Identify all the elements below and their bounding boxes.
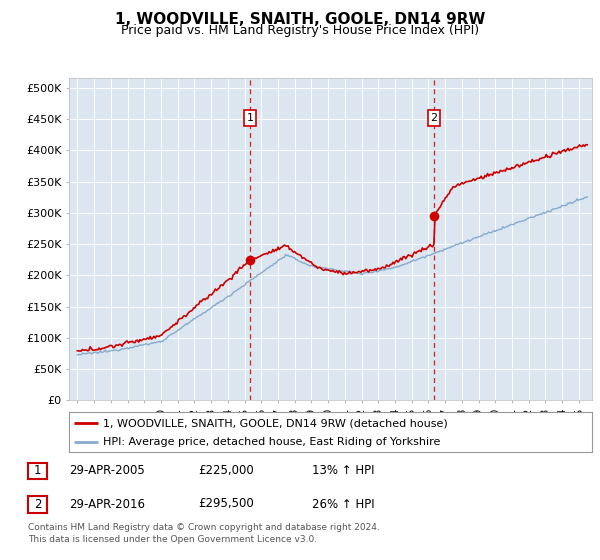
Text: HPI: Average price, detached house, East Riding of Yorkshire: HPI: Average price, detached house, East… [103,437,440,447]
Text: Price paid vs. HM Land Registry's House Price Index (HPI): Price paid vs. HM Land Registry's House … [121,24,479,36]
Text: 1: 1 [247,113,254,123]
Text: 13% ↑ HPI: 13% ↑ HPI [312,464,374,477]
Text: 29-APR-2005: 29-APR-2005 [69,464,145,477]
Text: 2: 2 [34,498,41,511]
Text: 29-APR-2016: 29-APR-2016 [69,497,145,511]
Text: 1, WOODVILLE, SNAITH, GOOLE, DN14 9RW (detached house): 1, WOODVILLE, SNAITH, GOOLE, DN14 9RW (d… [103,418,448,428]
Text: 2: 2 [430,113,437,123]
Text: Contains HM Land Registry data © Crown copyright and database right 2024.: Contains HM Land Registry data © Crown c… [28,523,380,532]
Text: 26% ↑ HPI: 26% ↑ HPI [312,497,374,511]
Text: £295,500: £295,500 [198,497,254,511]
Text: This data is licensed under the Open Government Licence v3.0.: This data is licensed under the Open Gov… [28,535,317,544]
Text: £225,000: £225,000 [198,464,254,477]
Text: 1: 1 [34,464,41,478]
Text: 1, WOODVILLE, SNAITH, GOOLE, DN14 9RW: 1, WOODVILLE, SNAITH, GOOLE, DN14 9RW [115,12,485,27]
